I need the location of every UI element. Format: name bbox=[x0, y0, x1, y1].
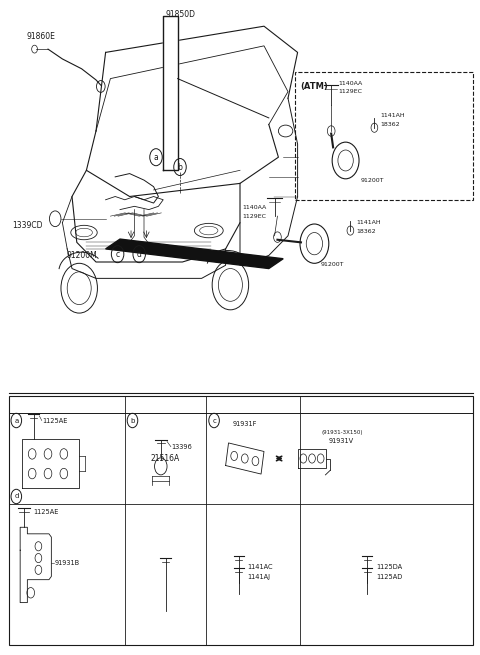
Text: 91860E: 91860E bbox=[26, 31, 55, 41]
Bar bbox=[9, 396, 473, 645]
Text: 1141AC: 1141AC bbox=[248, 564, 273, 570]
Text: 1141AH: 1141AH bbox=[381, 113, 405, 119]
Text: b: b bbox=[178, 162, 182, 172]
Text: d: d bbox=[137, 250, 142, 259]
Text: 91200T: 91200T bbox=[321, 262, 344, 267]
Polygon shape bbox=[163, 16, 178, 170]
Text: 1129EC: 1129EC bbox=[242, 214, 266, 219]
Text: 91200M: 91200M bbox=[66, 251, 97, 260]
Text: 91200T: 91200T bbox=[361, 178, 384, 183]
Text: 18362: 18362 bbox=[381, 122, 400, 127]
Text: 1140AA: 1140AA bbox=[338, 81, 363, 86]
Text: b: b bbox=[130, 417, 135, 424]
Text: 1125AE: 1125AE bbox=[42, 417, 68, 424]
Text: 1129EC: 1129EC bbox=[338, 89, 362, 94]
Text: 1125AD: 1125AD bbox=[376, 574, 402, 580]
Text: 13396: 13396 bbox=[171, 443, 192, 450]
Text: c: c bbox=[212, 417, 216, 424]
Text: 1141AH: 1141AH bbox=[356, 220, 381, 225]
Text: 91931V: 91931V bbox=[329, 438, 354, 445]
Text: (91931-3X150): (91931-3X150) bbox=[322, 430, 363, 435]
Bar bbox=[295, 72, 473, 200]
Text: 91931F: 91931F bbox=[233, 421, 257, 428]
Text: a: a bbox=[154, 153, 158, 162]
Text: 1125AE: 1125AE bbox=[34, 509, 59, 515]
Text: c: c bbox=[116, 250, 120, 259]
Text: 91850D: 91850D bbox=[166, 10, 196, 19]
Text: 1140AA: 1140AA bbox=[242, 205, 267, 210]
Text: a: a bbox=[14, 417, 18, 424]
Text: d: d bbox=[14, 493, 19, 500]
Text: 1125DA: 1125DA bbox=[376, 564, 402, 570]
Text: (ATM): (ATM) bbox=[300, 82, 328, 91]
Polygon shape bbox=[106, 239, 283, 269]
Text: 18362: 18362 bbox=[356, 229, 376, 234]
Text: 1339CD: 1339CD bbox=[12, 221, 43, 231]
Text: 21516A: 21516A bbox=[151, 454, 180, 463]
Text: 1141AJ: 1141AJ bbox=[248, 574, 270, 580]
Text: 91931B: 91931B bbox=[55, 560, 80, 567]
